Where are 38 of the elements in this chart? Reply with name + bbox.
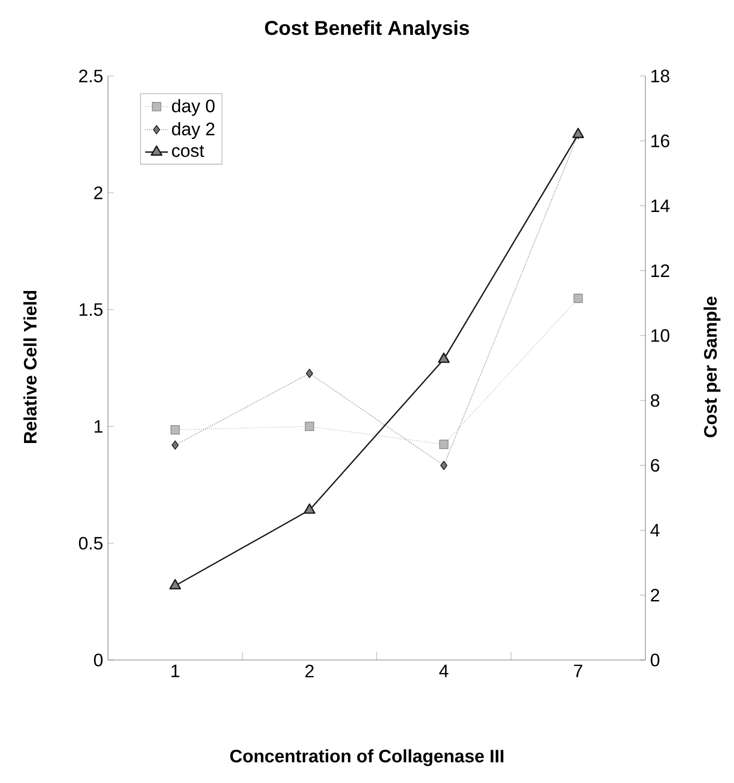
point [304, 503, 316, 514]
legend-label: day 0 [172, 99, 215, 116]
point [172, 440, 179, 450]
y-tick-label: 0.5 [78, 536, 103, 550]
point [169, 579, 182, 590]
x-tick-label: 4 [439, 664, 448, 678]
y2-tick-label: 12 [651, 264, 670, 277]
y2-tick-label: 6 [650, 458, 660, 472]
point [304, 422, 314, 431]
legend-label: day 2 [172, 122, 214, 139]
point [439, 440, 448, 449]
y2-tick-label: 0 [650, 654, 660, 666]
y-axis-title: Relative Cell Yield [23, 290, 37, 443]
y-tick-label: 1.5 [80, 303, 103, 316]
y2-tick-label: 8 [650, 394, 660, 407]
x-tick-label: 1 [172, 664, 180, 678]
y2-tick-label: 16 [651, 134, 670, 148]
point [572, 128, 584, 138]
point [438, 352, 450, 363]
chart-title: Cost Benefit Analysis [265, 20, 469, 39]
y-tick-label: 2.5 [79, 70, 103, 82]
y2-tick-label: 4 [650, 524, 660, 536]
y2-tick-label: 10 [651, 329, 670, 342]
legend-label: cost [172, 145, 204, 158]
x-axis-title: Concentration of Collagenase III [230, 749, 504, 766]
point [170, 425, 180, 435]
y-tick-label: 0 [94, 654, 103, 666]
point [440, 460, 448, 470]
y2-tick-label: 18 [651, 70, 670, 82]
y-tick-label: 1 [94, 420, 102, 433]
x-tick-label: 2 [305, 664, 314, 678]
y2-tick-label: 14 [651, 200, 670, 212]
y2-axis-title: Cost per Sample [704, 296, 720, 438]
y-tick-label: 2 [94, 186, 102, 200]
x-tick-label: 7 [574, 664, 582, 678]
point [306, 368, 314, 378]
point [574, 294, 583, 303]
y2-tick-label: 2 [650, 588, 660, 602]
